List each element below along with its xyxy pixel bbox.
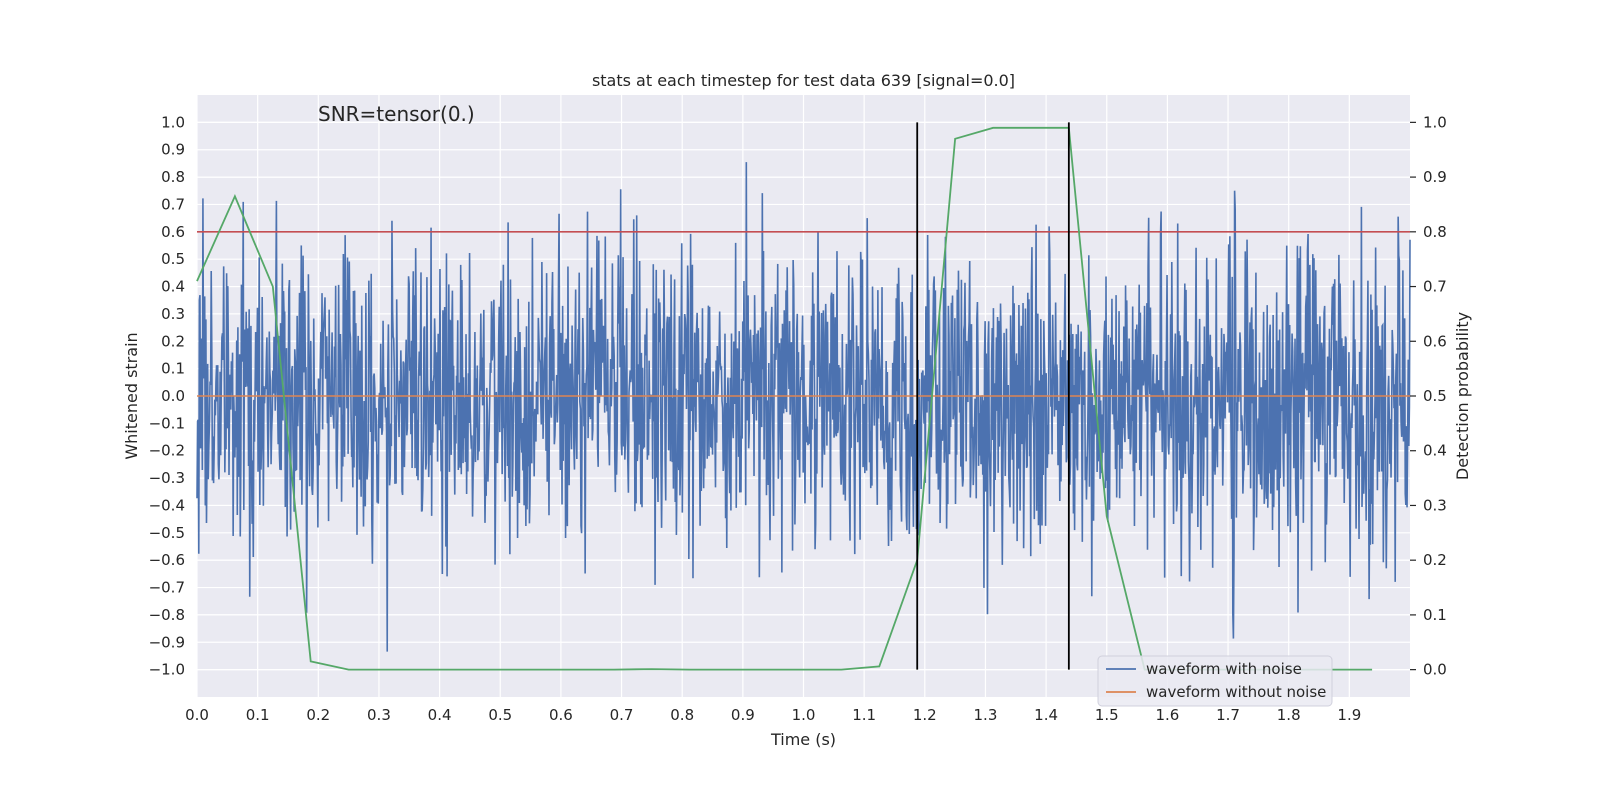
y-left-tick-label: −0.4: [149, 496, 185, 514]
x-tick-label: 1.4: [1034, 706, 1058, 724]
x-tick-label: 1.6: [1155, 706, 1179, 724]
x-tick-label: 0.8: [670, 706, 694, 724]
event-markers: [916, 122, 1070, 670]
y-right-axis-ticks: 1.0 0.9 0.8 0.7 0.6 0.5 0.4 0.3 0.2 0.1 0.0: [1410, 113, 1447, 679]
snr-annotation: SNR=tensor(0.): [318, 102, 475, 126]
y-left-tick-label: 0.6: [161, 223, 185, 241]
x-tick-label: 1.1: [852, 706, 876, 724]
x-tick-label: 0.0: [185, 706, 209, 724]
x-tick-label: 1.2: [913, 706, 937, 724]
x-tick-label: 0.9: [731, 706, 755, 724]
chart-title: stats at each timestep for test data 639…: [592, 71, 1015, 90]
x-tick-label: 1.3: [974, 706, 998, 724]
x-tick-label: 1.9: [1337, 706, 1361, 724]
y-left-tick-label: 0.2: [161, 332, 185, 350]
y-left-tick-label: 0.7: [161, 195, 185, 213]
y-left-tick-label: −0.1: [149, 414, 185, 432]
y-left-tick-label: 0.5: [161, 250, 185, 268]
y-right-tick-label: 0.9: [1423, 168, 1447, 186]
y-right-axis-label: Detection probability: [1453, 312, 1472, 480]
x-tick-label: 0.3: [367, 706, 391, 724]
y-right-tick-label: 0.5: [1423, 387, 1447, 405]
x-tick-label: 0.2: [306, 706, 330, 724]
x-axis-ticks: 0.0 0.1 0.2 0.3 0.4 0.5 0.6 0.7 0.8 0.9 1.0 1.1 1.2 1…: [185, 706, 1361, 724]
x-tick-label: 1.8: [1277, 706, 1301, 724]
y-right-tick-label: 1.0: [1423, 113, 1447, 131]
y-left-tick-label: −0.5: [149, 524, 185, 542]
legend: waveform with noise waveform without noi…: [1097, 655, 1333, 707]
x-tick-label: 0.1: [246, 706, 270, 724]
y-right-tick-label: 0.1: [1423, 606, 1447, 624]
y-left-tick-label: 0.1: [161, 360, 185, 378]
y-right-tick-label: 0.3: [1423, 496, 1447, 514]
y-left-tick-label: 0.0: [161, 387, 185, 405]
y-right-tick-label: 0.2: [1423, 551, 1447, 569]
y-left-tick-label: −0.7: [149, 579, 185, 597]
x-tick-label: 0.4: [428, 706, 452, 724]
legend-label-noise: waveform with noise: [1146, 660, 1302, 678]
y-right-tick-label: 0.7: [1423, 278, 1447, 296]
x-axis-label: Time (s): [770, 730, 836, 749]
y-left-axis-label: Whitened strain: [122, 332, 141, 459]
y-left-tick-label: 1.0: [161, 113, 185, 131]
x-tick-label: 1.0: [792, 706, 816, 724]
y-left-tick-label: 0.3: [161, 305, 185, 323]
y-right-tick-label: 0.6: [1423, 332, 1447, 350]
x-tick-label: 0.7: [610, 706, 634, 724]
x-tick-label: 1.7: [1216, 706, 1240, 724]
y-right-tick-label: 0.8: [1423, 223, 1447, 241]
y-right-tick-label: 0.0: [1423, 661, 1447, 679]
x-tick-label: 0.6: [549, 706, 573, 724]
y-left-tick-label: 0.8: [161, 168, 185, 186]
y-left-tick-label: −0.6: [149, 551, 185, 569]
y-left-tick-label: −0.2: [149, 442, 185, 460]
y-left-tick-label: −1.0: [149, 661, 185, 679]
x-tick-label: 0.5: [488, 706, 512, 724]
legend-label-clean: waveform without noise: [1146, 683, 1326, 701]
y-right-tick-label: 0.4: [1423, 442, 1447, 460]
line-waveform-with-noise: [196, 162, 1411, 652]
series-waveform-with-noise: [196, 162, 1411, 652]
x-tick-label: 1.5: [1095, 706, 1119, 724]
y-left-tick-label: −0.3: [149, 469, 185, 487]
legend-box: [1097, 655, 1333, 707]
y-left-tick-label: 0.4: [161, 278, 185, 296]
y-left-tick-label: 0.9: [161, 141, 185, 159]
y-left-axis-ticks: 1.0 0.9 0.8 0.7 0.6 0.5 0.4 0.3 0.2 0.1 0.0 −0.1 −0.…: [149, 113, 185, 678]
y-left-tick-label: −0.9: [149, 633, 185, 651]
y-left-tick-label: −0.8: [149, 606, 185, 624]
